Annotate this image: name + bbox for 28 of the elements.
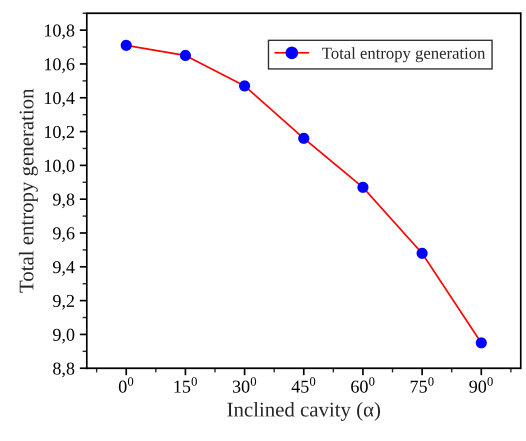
y-tick-label: 9,2: [52, 294, 74, 310]
y-tick-label: 10,2: [44, 126, 74, 141]
y-tick-label: 8,8: [53, 362, 74, 378]
x-tick-label: 45$^{0}$: [292, 377, 316, 393]
x-tick-label: 0$^{0}$: [118, 377, 134, 393]
y-tick-label: 10,0: [44, 160, 74, 174]
y-tick-label: 10,6: [44, 58, 74, 73]
point: [239, 80, 250, 92]
x-tick-label: 90$^{0}$: [469, 377, 493, 393]
point: [298, 132, 310, 144]
y-axis-title: Total entropy generation: [18, 88, 38, 293]
point: [120, 40, 132, 51]
legend-label: Total entropy generation: [322, 47, 486, 62]
x-tick-label: 60$^{0}$: [351, 377, 374, 393]
x-tick-label: 75$^{0}$: [410, 377, 434, 393]
y-tick-label: 10,8: [44, 24, 74, 40]
point: [357, 182, 368, 193]
y-tick-label: 9,8: [52, 193, 74, 208]
point: [476, 337, 487, 348]
y-tick-label: 9,6: [52, 227, 74, 242]
x-tick-label: 30$^{0}$: [232, 377, 256, 393]
y-tick-label: 10,4: [44, 92, 75, 107]
y-tick-label: 9,0: [52, 328, 74, 344]
point: [180, 50, 191, 62]
x-axis-title: Inclined cavity (α): [227, 402, 380, 421]
x-tick-label: 15$^{0}$: [174, 377, 197, 393]
point: [416, 248, 428, 259]
y-tick-label: 9,4: [52, 261, 75, 276]
